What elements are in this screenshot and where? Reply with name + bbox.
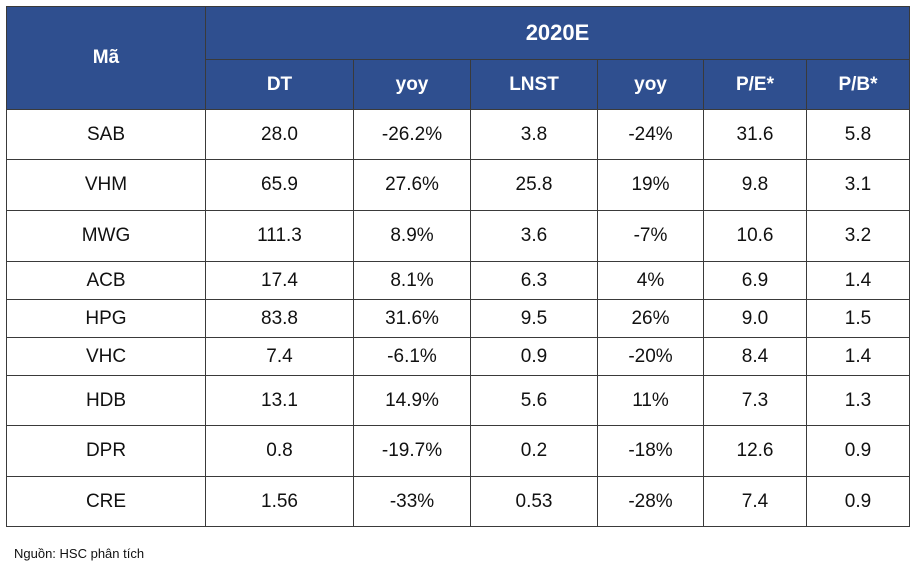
table-cell: 26%: [597, 299, 704, 338]
table-cell: 8.4: [703, 337, 807, 376]
table-cell: 27.6%: [353, 159, 471, 211]
table-cell: -7%: [597, 210, 704, 262]
table-cell: 7.3: [703, 375, 807, 426]
table-cell: 83.8: [205, 299, 354, 338]
table-cell: 13.1: [205, 375, 354, 426]
table-cell: 5.8: [806, 109, 910, 160]
table-cell: 0.53: [470, 476, 598, 527]
stock-code: CRE: [6, 476, 206, 527]
stock-code: MWG: [6, 210, 206, 262]
table-cell: 5.6: [470, 375, 598, 426]
stock-code: SAB: [6, 109, 206, 160]
table-cell: -28%: [597, 476, 704, 527]
table-cell: 31.6%: [353, 299, 471, 338]
table-cell: 65.9: [205, 159, 354, 211]
table-cell: -20%: [597, 337, 704, 376]
table-cell: -24%: [597, 109, 704, 160]
table-cell: -19.7%: [353, 425, 471, 477]
stock-code: VHM: [6, 159, 206, 211]
table-cell: 4%: [597, 261, 704, 300]
table-cell: 0.9: [470, 337, 598, 376]
column-header-pb: P/B*: [806, 59, 910, 110]
table-cell: -6.1%: [353, 337, 471, 376]
table-cell: 6.9: [703, 261, 807, 300]
table-cell: 3.1: [806, 159, 910, 211]
table-cell: 8.1%: [353, 261, 471, 300]
table-cell: -18%: [597, 425, 704, 477]
table-cell: 28.0: [205, 109, 354, 160]
table-row: VHM 65.9 27.6% 25.8 19% 9.8 3.1: [6, 159, 910, 211]
table-cell: 31.6: [703, 109, 807, 160]
year-header: 2020E: [205, 6, 910, 60]
table-cell: 9.0: [703, 299, 807, 338]
table-cell: 12.6: [703, 425, 807, 477]
column-header-profit-yoy: yoy: [597, 59, 704, 110]
table-cell: 7.4: [703, 476, 807, 527]
column-header-dt: DT: [205, 59, 354, 110]
table-cell: 1.4: [806, 261, 910, 300]
code-header: Mã: [6, 6, 206, 110]
table-cell: -33%: [353, 476, 471, 527]
stock-code: HPG: [6, 299, 206, 338]
table-cell: 6.3: [470, 261, 598, 300]
table-row: MWG 111.3 8.9% 3.6 -7% 10.6 3.2: [6, 210, 910, 262]
column-header-pe: P/E*: [703, 59, 807, 110]
table-cell: 1.56: [205, 476, 354, 527]
table-row: DPR 0.8 -19.7% 0.2 -18% 12.6 0.9: [6, 425, 910, 477]
table-row: SAB 28.0 -26.2% 3.8 -24% 31.6 5.8: [6, 109, 910, 160]
table-cell: 17.4: [205, 261, 354, 300]
table-cell: 9.5: [470, 299, 598, 338]
table-cell: 11%: [597, 375, 704, 426]
table-cell: 25.8: [470, 159, 598, 211]
table-cell: 0.9: [806, 425, 910, 477]
source-note: Nguồn: HSC phân tích: [14, 546, 145, 561]
column-header-lnst: LNST: [470, 59, 598, 110]
table-cell: 0.8: [205, 425, 354, 477]
table-row: CRE 1.56 -33% 0.53 -28% 7.4 0.9: [6, 476, 910, 527]
table-cell: 3.6: [470, 210, 598, 262]
table-cell: 0.9: [806, 476, 910, 527]
table-cell: 10.6: [703, 210, 807, 262]
table-cell: -26.2%: [353, 109, 471, 160]
table-cell: 14.9%: [353, 375, 471, 426]
table-cell: 7.4: [205, 337, 354, 376]
table-cell: 1.3: [806, 375, 910, 426]
table-cell: 8.9%: [353, 210, 471, 262]
table-cell: 1.4: [806, 337, 910, 376]
table-cell: 3.8: [470, 109, 598, 160]
stock-code: ACB: [6, 261, 206, 300]
table-row: VHC 7.4 -6.1% 0.9 -20% 8.4 1.4: [6, 337, 910, 376]
table-row: HPG 83.8 31.6% 9.5 26% 9.0 1.5: [6, 299, 910, 338]
valuation-table: Mã 2020E DT yoy LNST yoy P/E* P/B* SAB 2…: [6, 6, 910, 527]
table-cell: 0.2: [470, 425, 598, 477]
stock-code: VHC: [6, 337, 206, 376]
table-cell: 9.8: [703, 159, 807, 211]
column-header-revenue-yoy: yoy: [353, 59, 471, 110]
stock-code: DPR: [6, 425, 206, 477]
table-row: ACB 17.4 8.1% 6.3 4% 6.9 1.4: [6, 261, 910, 300]
table-cell: 19%: [597, 159, 704, 211]
table-row: HDB 13.1 14.9% 5.6 11% 7.3 1.3: [6, 375, 910, 426]
table-cell: 3.2: [806, 210, 910, 262]
stock-code: HDB: [6, 375, 206, 426]
table-cell: 111.3: [205, 210, 354, 262]
table-cell: 1.5: [806, 299, 910, 338]
